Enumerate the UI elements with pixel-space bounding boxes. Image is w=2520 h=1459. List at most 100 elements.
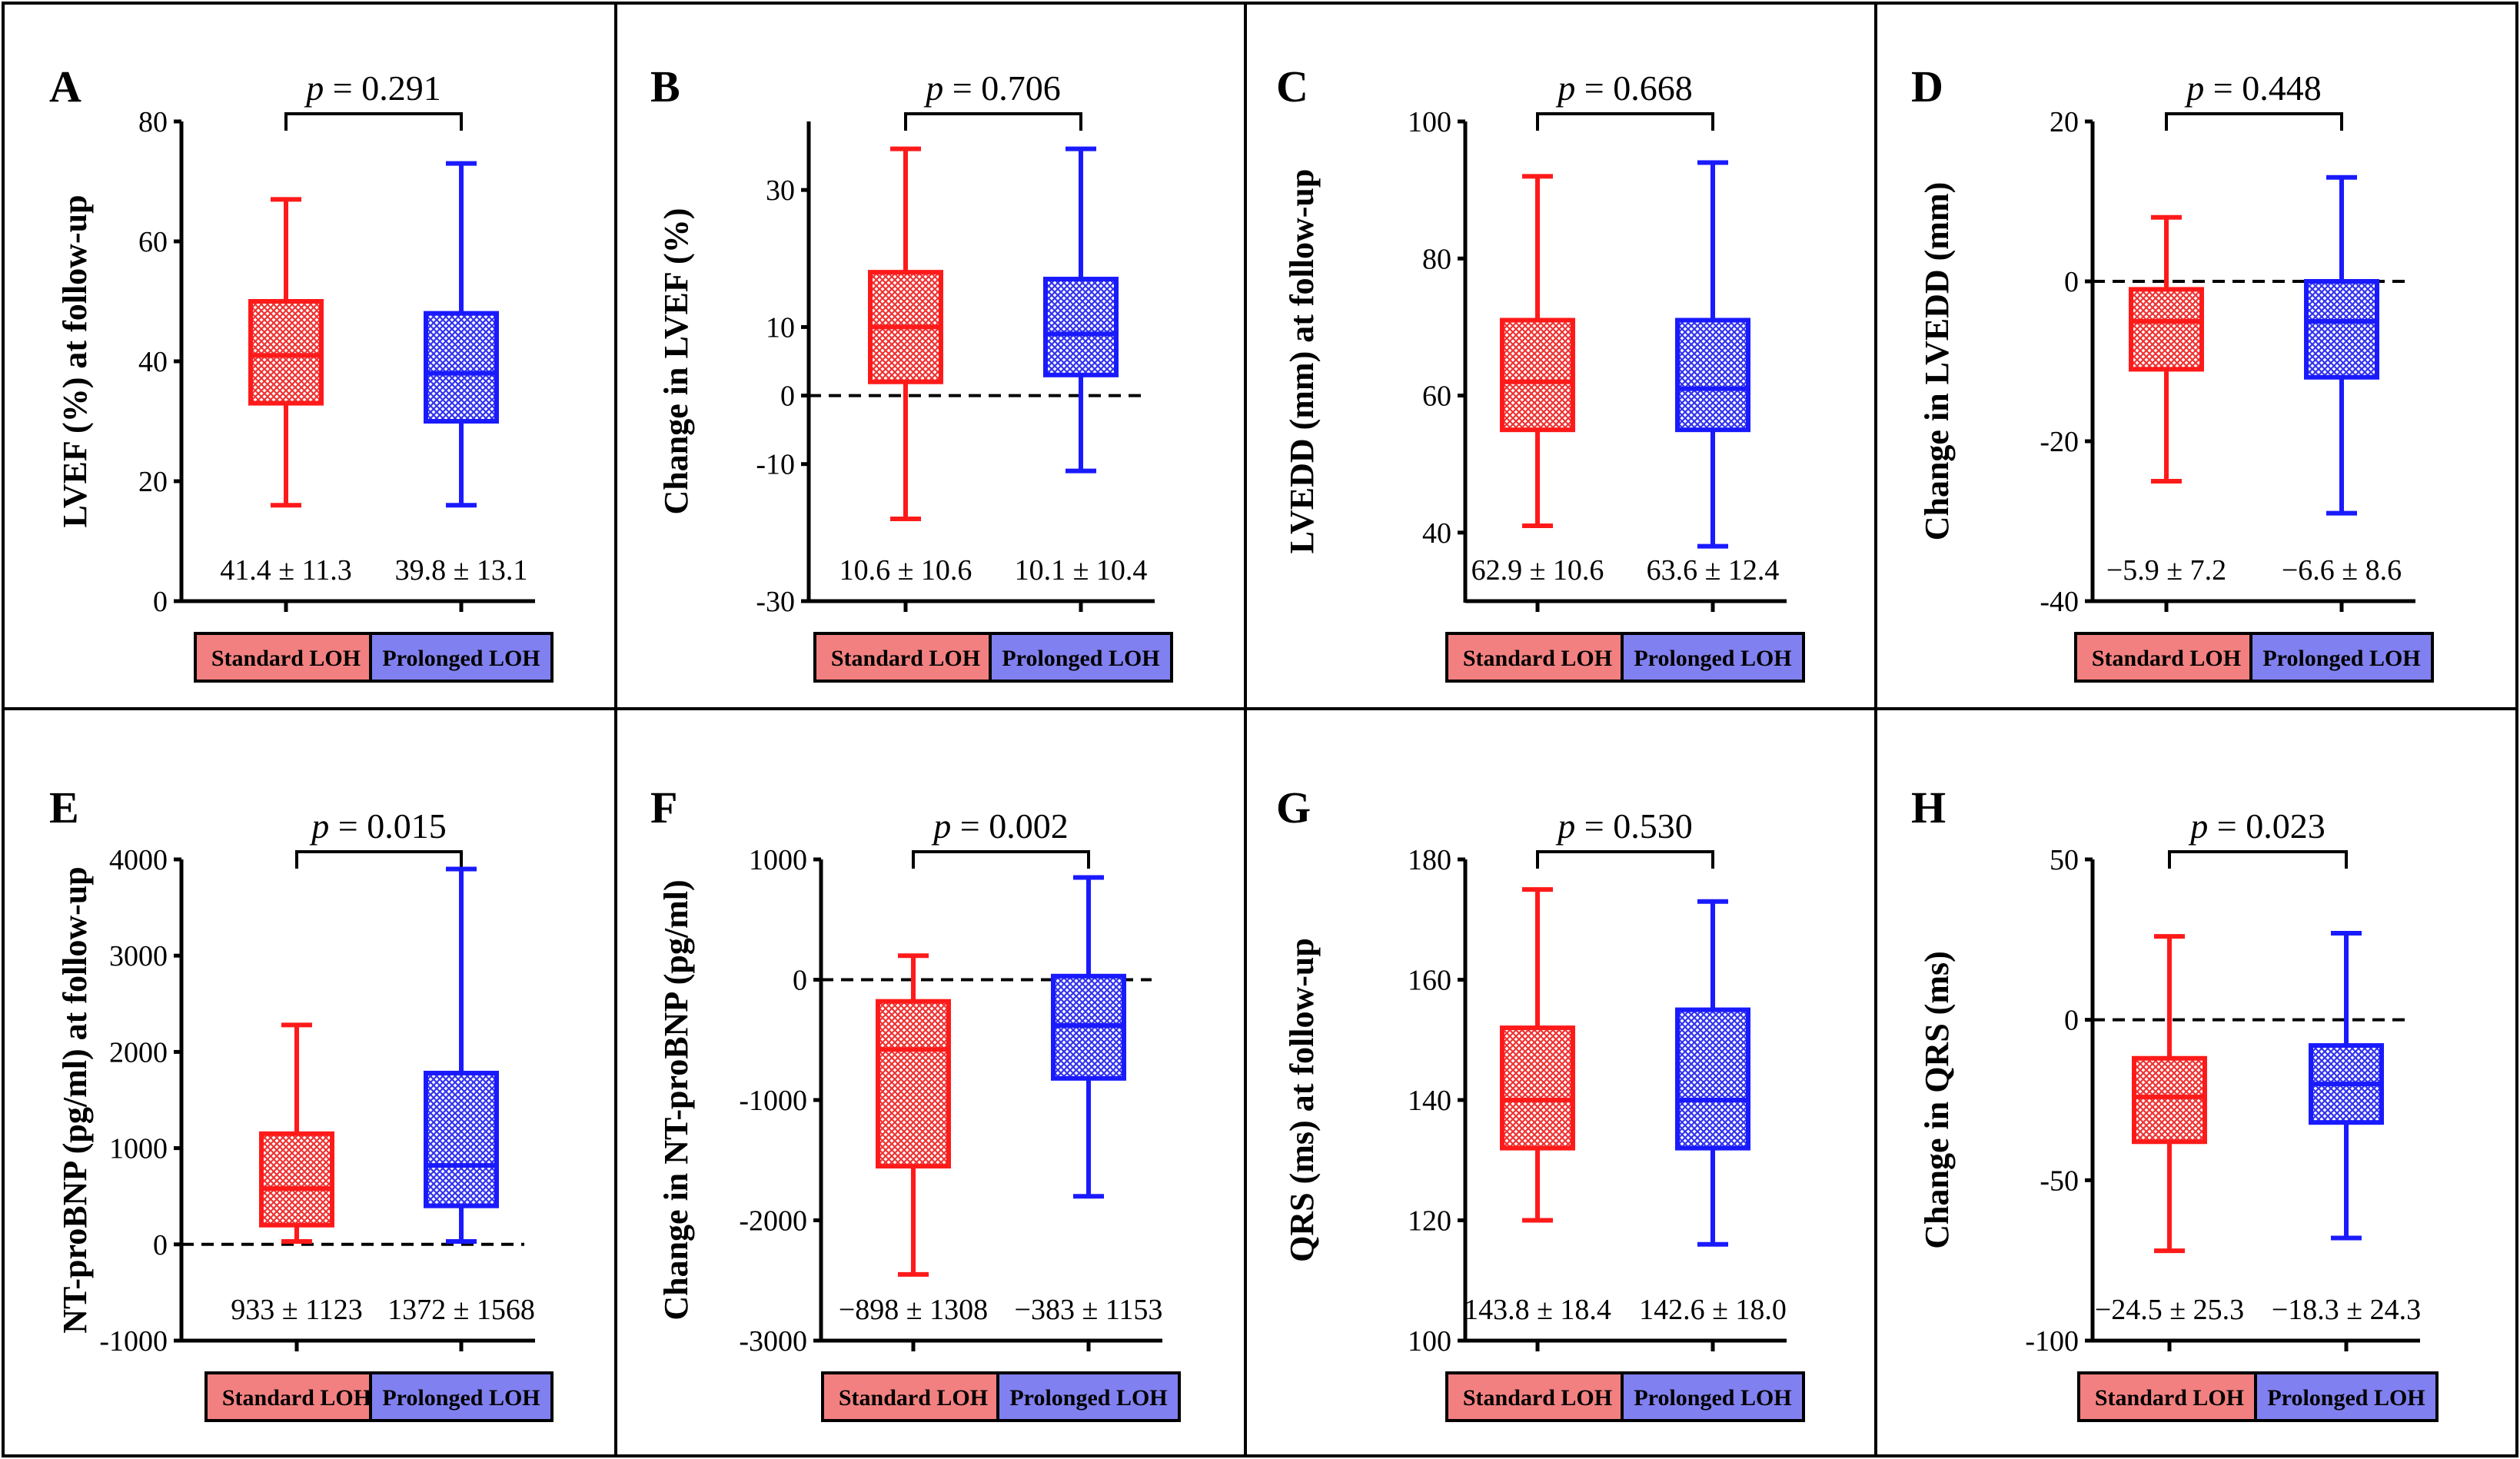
y-tick-label: -20	[2040, 426, 2079, 458]
box-prolonged-loh: 63.6 ± 12.4	[1647, 160, 1779, 587]
mean-sd-label: 39.8 ± 13.1	[395, 554, 528, 587]
iqr-box	[1675, 317, 1750, 433]
y-tick-label: 120	[1408, 1205, 1451, 1238]
significance-bracket	[2165, 112, 2343, 131]
p-symbol: p	[931, 806, 960, 846]
mean-sd-label: 10.6 ± 10.6	[839, 554, 972, 587]
p-value-number: = 0.002	[960, 806, 1069, 846]
box-prolonged-loh: −6.6 ± 8.6	[2282, 174, 2402, 587]
box-prolonged-loh: 1372 ± 1568	[387, 866, 535, 1326]
y-tick-label: -1000	[99, 1325, 168, 1358]
p-value-label: p = 0.023	[2188, 806, 2325, 846]
mean-sd-label: 1372 ± 1568	[387, 1294, 535, 1326]
legend-box	[1621, 1371, 1805, 1422]
y-tick-label: 0	[153, 586, 168, 618]
p-value-number: = 0.668	[1584, 68, 1693, 108]
y-tick-label: 40	[138, 346, 168, 378]
legend-box	[1621, 632, 1805, 683]
y-tick-label: 50	[2050, 844, 2079, 876]
legend-box	[2249, 632, 2434, 683]
iqr-box	[1675, 1007, 1750, 1151]
panel-letter: C	[1276, 61, 1308, 111]
y-tick-label: 100	[1408, 1325, 1451, 1358]
y-tick-label: 0	[793, 965, 807, 997]
mean-sd-label: −898 ± 1308	[839, 1294, 988, 1326]
legend-standard-loh: Standard LOH	[821, 1371, 1006, 1422]
panel-h: H -100 -50 0 50 Change in QRS (ms) p = 0.023 −2…	[1911, 783, 2439, 1422]
y-axis-label: Change in NT-proBNP (pg/ml)	[657, 879, 695, 1320]
p-value-number: = 0.530	[1584, 806, 1693, 846]
iqr-box	[259, 1131, 334, 1228]
p-value-number: = 0.023	[2217, 806, 2326, 846]
p-value-number: = 0.291	[333, 68, 441, 108]
mean-sd-label: 142.6 ± 18.0	[1639, 1294, 1787, 1326]
y-tick-label: 100	[1408, 106, 1451, 138]
p-symbol: p	[1555, 68, 1584, 108]
y-tick-label: 140	[1408, 1085, 1451, 1117]
p-value-number: = 0.015	[338, 806, 447, 846]
significance-bracket	[1536, 112, 1714, 131]
box-prolonged-loh: −18.3 ± 24.3	[2272, 930, 2421, 1326]
legend-prolonged-loh: Prolonged LOH	[1621, 632, 1805, 683]
legend-standard-loh: Standard LOH	[1445, 1371, 1630, 1422]
panel-g: G 100 120 140 160 180 QRS (ms) at follow-up p =…	[1276, 783, 1805, 1422]
significance-bracket	[295, 850, 463, 869]
p-value-number: = 0.706	[952, 68, 1061, 108]
y-tick-label: 1000	[749, 844, 807, 876]
p-value-label: p = 0.668	[1555, 68, 1692, 108]
iqr-box	[1043, 277, 1119, 377]
legend-prolonged-loh: Prolonged LOH	[369, 632, 554, 683]
p-value-label: p = 0.448	[2184, 68, 2321, 108]
y-axis-label: Change in LVEF (%)	[657, 208, 695, 515]
legend-label: Prolonged LOH	[1009, 1385, 1167, 1411]
iqr-box	[1500, 317, 1575, 433]
mean-sd-label: −24.5 ± 25.3	[2095, 1294, 2244, 1326]
panel-b: B -30 -10 0 10 30 Change in LVEF (%) p = 0.706 1…	[650, 61, 1173, 683]
y-tick-label: 4000	[109, 844, 168, 876]
legend-standard-loh: Standard LOH	[204, 1371, 389, 1422]
y-tick-label: 0	[2064, 1005, 2079, 1037]
y-tick-label: 1000	[109, 1133, 168, 1165]
y-tick-label: -3000	[739, 1325, 807, 1358]
legend-label: Standard LOH	[2092, 646, 2241, 671]
box-standard-loh: 41.4 ± 11.3	[220, 197, 352, 587]
mean-sd-label: 62.9 ± 10.6	[1471, 554, 1604, 587]
panel-letter: E	[49, 783, 79, 833]
legend-box	[1445, 632, 1630, 683]
legend-label: Prolonged LOH	[1634, 1385, 1791, 1411]
mean-sd-label: 933 ± 1123	[231, 1294, 362, 1326]
mean-sd-label: −18.3 ± 24.3	[2272, 1294, 2421, 1326]
box-prolonged-loh: 10.1 ± 10.4	[1015, 146, 1148, 587]
legend-box	[996, 1371, 1181, 1422]
y-tick-label: -2000	[739, 1205, 807, 1238]
p-symbol: p	[923, 68, 952, 108]
mean-sd-label: 10.1 ± 10.4	[1015, 554, 1148, 587]
mean-sd-label: 41.4 ± 11.3	[220, 554, 351, 587]
significance-bracket	[2168, 850, 2348, 869]
iqr-box	[248, 299, 324, 406]
panel-a: A 0 20 40 60 80 LVEF (%) at follow-up p = 0.291…	[49, 61, 554, 683]
legend-box	[369, 632, 554, 683]
panel-f: F -3000 -2000 -1000 0 1000 Change in NT-proBNP…	[650, 783, 1181, 1422]
legend-label: Standard LOH	[1463, 646, 1612, 671]
box-standard-loh: 62.9 ± 10.6	[1471, 174, 1604, 587]
legend-box	[989, 632, 1173, 683]
legend-prolonged-loh: Prolonged LOH	[2249, 632, 2434, 683]
iqr-box	[424, 1070, 499, 1208]
y-tick-label: 40	[1422, 517, 1451, 550]
legend-standard-loh: Standard LOH	[194, 632, 378, 683]
y-axis-label: QRS (ms) at follow-up	[1283, 938, 1321, 1262]
mean-sd-label: −5.9 ± 7.2	[2106, 554, 2226, 587]
y-axis-label: LVEF (%) at follow-up	[56, 194, 94, 527]
y-tick-label: 3000	[109, 940, 168, 972]
panel-e: E -1000 0 1000 2000 3000 4000 NT-proBNP (pg/ml)…	[49, 783, 554, 1422]
legend-box	[2254, 1371, 2439, 1422]
legend-box	[194, 632, 378, 683]
box-standard-loh: −898 ± 1308	[839, 953, 988, 1326]
legend-box	[821, 1371, 1006, 1422]
significance-bracket	[284, 112, 463, 131]
iqr-box	[2304, 279, 2379, 380]
box-standard-loh: 933 ± 1123	[231, 1022, 363, 1326]
